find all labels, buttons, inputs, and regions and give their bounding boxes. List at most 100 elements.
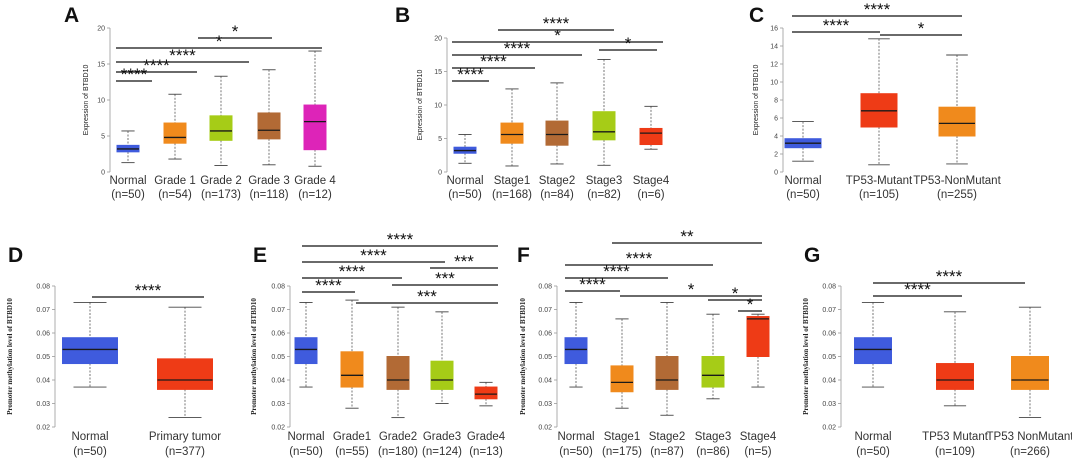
significance-label: * [918, 19, 925, 38]
category-label: Grade 1 [154, 175, 196, 187]
box-grade-4 [303, 50, 327, 167]
box-normal [784, 121, 822, 162]
category-label: Normal [557, 431, 594, 443]
panel-a: A 0 5 10 15 20 Expression of BTBD10 Normal (n=50… [64, 4, 336, 201]
category-label: Normal [109, 175, 146, 187]
iqr-box [474, 386, 498, 400]
y-tick-label: 0.04 [538, 378, 552, 385]
y-tick-label: 15 [97, 62, 105, 69]
category-label: Normal [854, 431, 891, 443]
box-grade2 [386, 306, 410, 419]
y-tick-label: 12 [770, 62, 778, 69]
panel-letter: D [8, 244, 23, 267]
category-count: (n=13) [469, 446, 503, 458]
iqr-box [610, 365, 634, 393]
iqr-box [303, 104, 327, 151]
category-count: (n=50) [73, 446, 107, 458]
significance-label: **** [387, 230, 414, 249]
y-tick-label: 4 [774, 134, 778, 141]
y-tick-label: 0 [101, 170, 105, 177]
iqr-box [430, 360, 454, 390]
box-stage3 [592, 58, 616, 166]
significance-label: **** [360, 246, 387, 265]
y-tick-label: 0.05 [36, 354, 50, 361]
panel-c: C 0 2 4 6 8 10 12 14 16 Expression of BTBD10 Normal… [749, 0, 1002, 201]
category-label: Stage2 [539, 175, 575, 187]
significance-label: ** [680, 227, 694, 246]
category-count: (n=377) [165, 446, 205, 458]
box-stage3 [701, 313, 725, 400]
y-axis-title: Expression of BTBD10 [83, 64, 90, 135]
y-tick-label: 6 [774, 116, 778, 123]
significance-label: **** [480, 52, 507, 71]
category-label: Normal [71, 431, 108, 443]
panel-b: B 0 5 10 15 20 Expression of BTBD10 Normal (n=50… [395, 4, 670, 201]
y-tick-label: 0.07 [538, 307, 552, 314]
y-tick-label: 20 [434, 36, 442, 43]
category-count: (n=255) [937, 189, 977, 201]
box-grade-3 [257, 69, 281, 166]
iqr-box [938, 106, 976, 137]
panel-letter: E [253, 244, 267, 267]
box-stage1 [500, 88, 524, 167]
y-tick-label: 15 [434, 69, 442, 76]
significance-label: * [554, 26, 561, 45]
panel-d: D 0.02 0.03 0.04 0.05 0.06 0.07 0.08 Promoter me… [6, 244, 221, 458]
category-label: Normal [784, 175, 821, 187]
y-tick-label: 10 [97, 98, 105, 105]
y-tick-label: 0 [438, 170, 442, 177]
category-label: Primary tumor [149, 431, 221, 443]
box-tp53-mutant [936, 311, 974, 407]
significance-label: * [747, 295, 754, 314]
y-tick-label: 0.04 [822, 378, 836, 385]
box-normal [62, 302, 118, 388]
box-normal [854, 302, 892, 388]
y-tick-label: 0.08 [271, 284, 285, 291]
category-label: Stage3 [586, 175, 622, 187]
significance-label: **** [864, 0, 891, 19]
significance-label: **** [603, 262, 630, 281]
y-tick-label: 0.04 [36, 378, 50, 385]
category-count: (n=109) [935, 446, 975, 458]
y-tick-label: 0.05 [538, 354, 552, 361]
category-count: (n=6) [637, 189, 664, 201]
category-label: TP53-Mutant [846, 175, 913, 187]
iqr-box [294, 337, 318, 365]
significance-label: *** [417, 287, 437, 306]
category-label: Grade1 [333, 431, 371, 443]
category-count: (n=105) [859, 189, 899, 201]
category-count: (n=50) [111, 189, 145, 201]
panel-f: F 0.02 0.03 0.04 0.05 0.06 0.07 0.08 Promoter me… [517, 227, 777, 458]
y-tick-label: 10 [434, 103, 442, 110]
box-normal [116, 130, 140, 164]
category-label: Stage2 [649, 431, 685, 443]
iqr-box [639, 127, 663, 146]
category-label: Grade4 [467, 431, 506, 443]
category-label: Normal [446, 175, 483, 187]
category-count: (n=50) [289, 446, 323, 458]
box-tp53-nonmutant [938, 54, 976, 165]
box-stage1 [610, 318, 634, 409]
category-count: (n=50) [856, 446, 890, 458]
box-primary-tumor [157, 306, 213, 419]
panel-letter: C [749, 4, 764, 27]
y-tick-label: 20 [97, 26, 105, 33]
category-count: (n=118) [249, 189, 288, 201]
category-count: (n=86) [696, 446, 730, 458]
y-axis-title: Expression of BTBD10 [417, 69, 424, 140]
significance-label: **** [315, 276, 342, 295]
significance-label: * [232, 22, 239, 41]
significance-label: **** [143, 56, 170, 75]
iqr-box [386, 356, 410, 390]
box-normal [564, 302, 588, 388]
y-tick-label: 0.08 [538, 284, 552, 291]
y-tick-label: 10 [770, 80, 778, 87]
y-tick-label: 0.02 [822, 425, 836, 432]
y-tick-label: 0.06 [822, 331, 836, 338]
category-label: Grade 3 [248, 175, 290, 187]
iqr-box [62, 337, 118, 365]
y-tick-label: 5 [101, 134, 105, 141]
y-tick-label: 0.08 [822, 284, 836, 291]
y-tick-label: 14 [770, 44, 778, 51]
significance-label: * [688, 280, 695, 299]
